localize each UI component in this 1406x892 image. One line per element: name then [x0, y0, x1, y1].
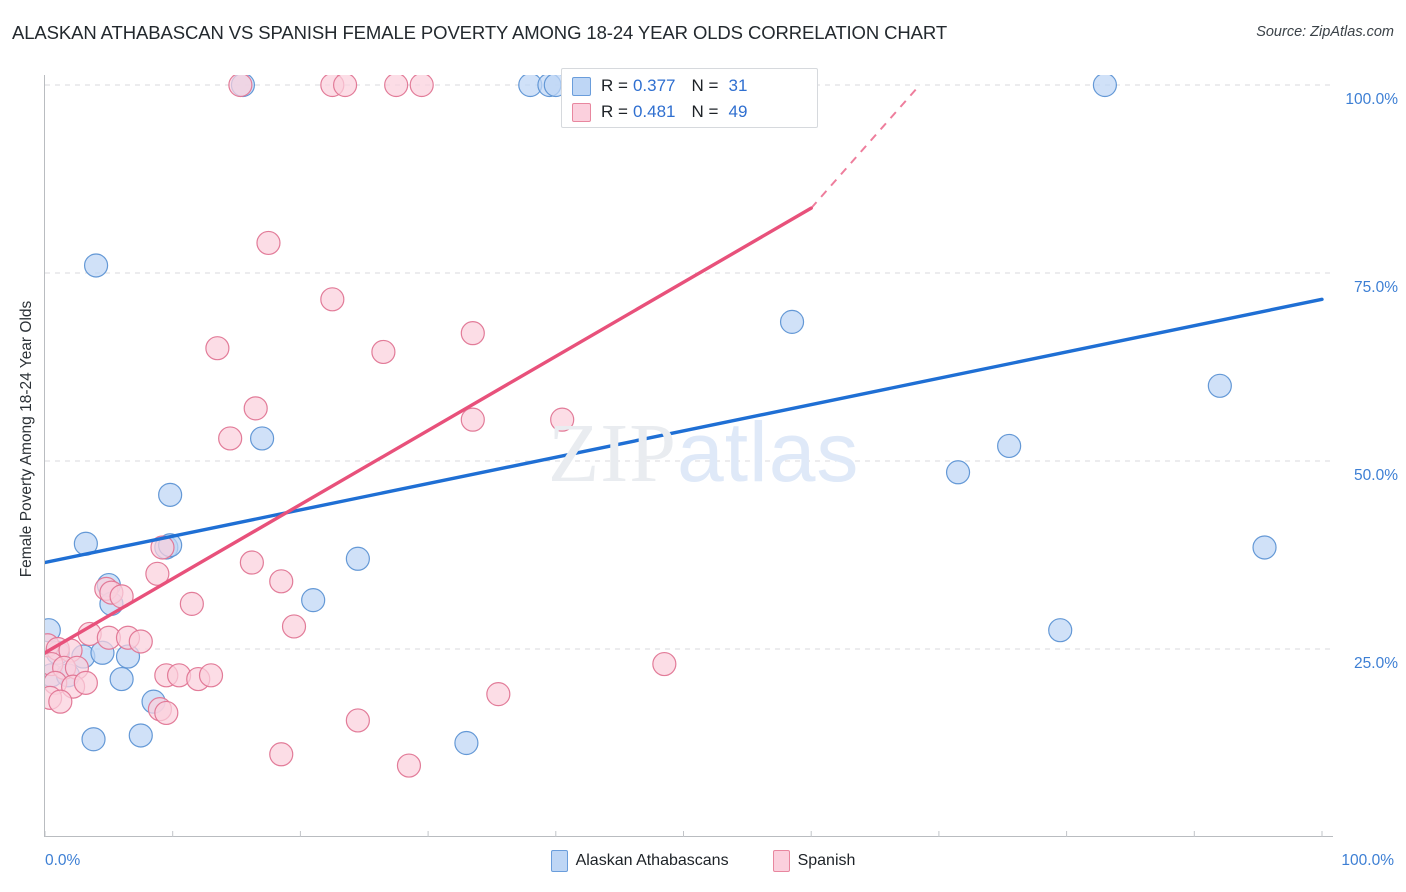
- scatter-point[interactable]: [460, 407, 485, 432]
- n-value-blue: 31: [728, 76, 748, 95]
- y-axis-tick-label-25: 25.0%: [1354, 655, 1398, 672]
- scatter-point[interactable]: [198, 663, 224, 688]
- scatter-point[interactable]: [239, 550, 264, 575]
- y-axis-tick-label-100: 100.0%: [1345, 91, 1398, 108]
- series-legend: Alaskan Athabascans Spanish: [0, 850, 1406, 872]
- legend-label-alaskan-athabascans: Alaskan Athabascans: [575, 852, 729, 869]
- y-axis-tick-label-75: 75.0%: [1354, 279, 1398, 296]
- scatter-point[interactable]: [281, 614, 307, 639]
- scatter-point[interactable]: [158, 482, 183, 507]
- trend-line-spanish-dashed: [810, 84, 921, 209]
- trend-line-spanish-solid: [45, 206, 813, 655]
- scatter-point[interactable]: [1207, 373, 1232, 398]
- scatter-point[interactable]: [128, 629, 153, 654]
- scatter-point[interactable]: [154, 700, 179, 726]
- scatter-markers: [45, 75, 1277, 778]
- n-label-blue: N =: [691, 76, 719, 95]
- legend-item-alaskan-athabascans[interactable]: Alaskan Athabascans: [550, 850, 729, 872]
- scatter-point[interactable]: [243, 396, 268, 421]
- scatter-point[interactable]: [409, 75, 434, 98]
- scatter-point[interactable]: [320, 287, 345, 312]
- r-value-blue: 0.377: [632, 76, 676, 95]
- x-axis-max-label: 100.0%: [1341, 852, 1394, 869]
- scatter-point[interactable]: [1048, 618, 1073, 643]
- scatter-point[interactable]: [945, 460, 971, 485]
- scatter-point[interactable]: [145, 561, 170, 586]
- scatter-point[interactable]: [396, 753, 422, 778]
- legend-color-box-spanish: [772, 850, 790, 872]
- scatter-point[interactable]: [460, 321, 485, 346]
- r-value-pink: 0.481: [632, 102, 676, 121]
- scatter-point[interactable]: [779, 309, 805, 334]
- scatter-point[interactable]: [83, 253, 109, 278]
- n-label-pink: N =: [691, 102, 719, 121]
- scatter-point[interactable]: [371, 339, 396, 365]
- legend-item-spanish[interactable]: Spanish: [772, 850, 856, 872]
- scatter-point[interactable]: [228, 75, 253, 98]
- scatter-point[interactable]: [486, 682, 511, 707]
- scatter-point[interactable]: [48, 689, 73, 714]
- scatter-point[interactable]: [128, 723, 153, 748]
- scatter-point[interactable]: [73, 670, 98, 695]
- scatter-point[interactable]: [997, 433, 1022, 459]
- n-value-pink: 49: [728, 102, 748, 121]
- scatter-point[interactable]: [1092, 75, 1118, 98]
- scatter-point[interactable]: [332, 75, 358, 98]
- scatter-point[interactable]: [269, 742, 294, 767]
- y-axis-title: Female Poverty Among 18-24 Year Olds: [18, 300, 35, 578]
- scatter-point[interactable]: [454, 730, 479, 756]
- scatter-point[interactable]: [81, 727, 106, 752]
- source-attribution: Source: ZipAtlas.com: [1256, 24, 1394, 40]
- scatter-point[interactable]: [345, 708, 370, 733]
- scatter-point[interactable]: [384, 75, 409, 98]
- scatter-point[interactable]: [249, 426, 275, 451]
- scatter-point[interactable]: [345, 546, 370, 571]
- x-axis-line: [44, 836, 1333, 837]
- plot-area: [45, 75, 1332, 837]
- trend-line-alaskan-athabascans: [45, 297, 1324, 565]
- scatter-point[interactable]: [652, 651, 677, 677]
- r-label-blue: R =: [601, 76, 628, 95]
- legend-color-box-alaskan-athabascans: [550, 850, 568, 872]
- scatter-point[interactable]: [179, 591, 204, 616]
- scatter-point[interactable]: [150, 535, 175, 560]
- stats-row-spanish: R = 0.481 N = 49: [572, 99, 807, 125]
- scatter-plot-svg: [45, 75, 1332, 837]
- y-axis-line: [44, 75, 45, 837]
- scatter-point[interactable]: [269, 569, 294, 594]
- scatter-point[interactable]: [301, 588, 326, 613]
- scatter-point[interactable]: [205, 336, 230, 361]
- scatter-point[interactable]: [218, 426, 243, 451]
- x-axis-min-label: 0.0%: [45, 852, 81, 869]
- legend-label-spanish: Spanish: [797, 852, 856, 869]
- scatter-point[interactable]: [550, 407, 575, 432]
- stats-row-alaskan-athabascans: R = 0.377 N = 31: [572, 73, 807, 99]
- correlation-stats-legend: R = 0.377 N = 31 R = 0.481 N = 49: [561, 68, 818, 128]
- page-title: ALASKAN ATHABASCAN VS SPANISH FEMALE POV…: [12, 22, 948, 43]
- r-label-pink: R =: [601, 102, 628, 121]
- legend-swatch-spanish: [572, 102, 591, 122]
- legend-swatch-alaskan-athabascans: [572, 76, 591, 96]
- scatter-point[interactable]: [1252, 535, 1277, 560]
- scatter-point[interactable]: [256, 230, 281, 256]
- y-axis-tick-label-50: 50.0%: [1354, 467, 1398, 484]
- scatter-point[interactable]: [109, 666, 134, 692]
- trend-lines: [45, 84, 1324, 655]
